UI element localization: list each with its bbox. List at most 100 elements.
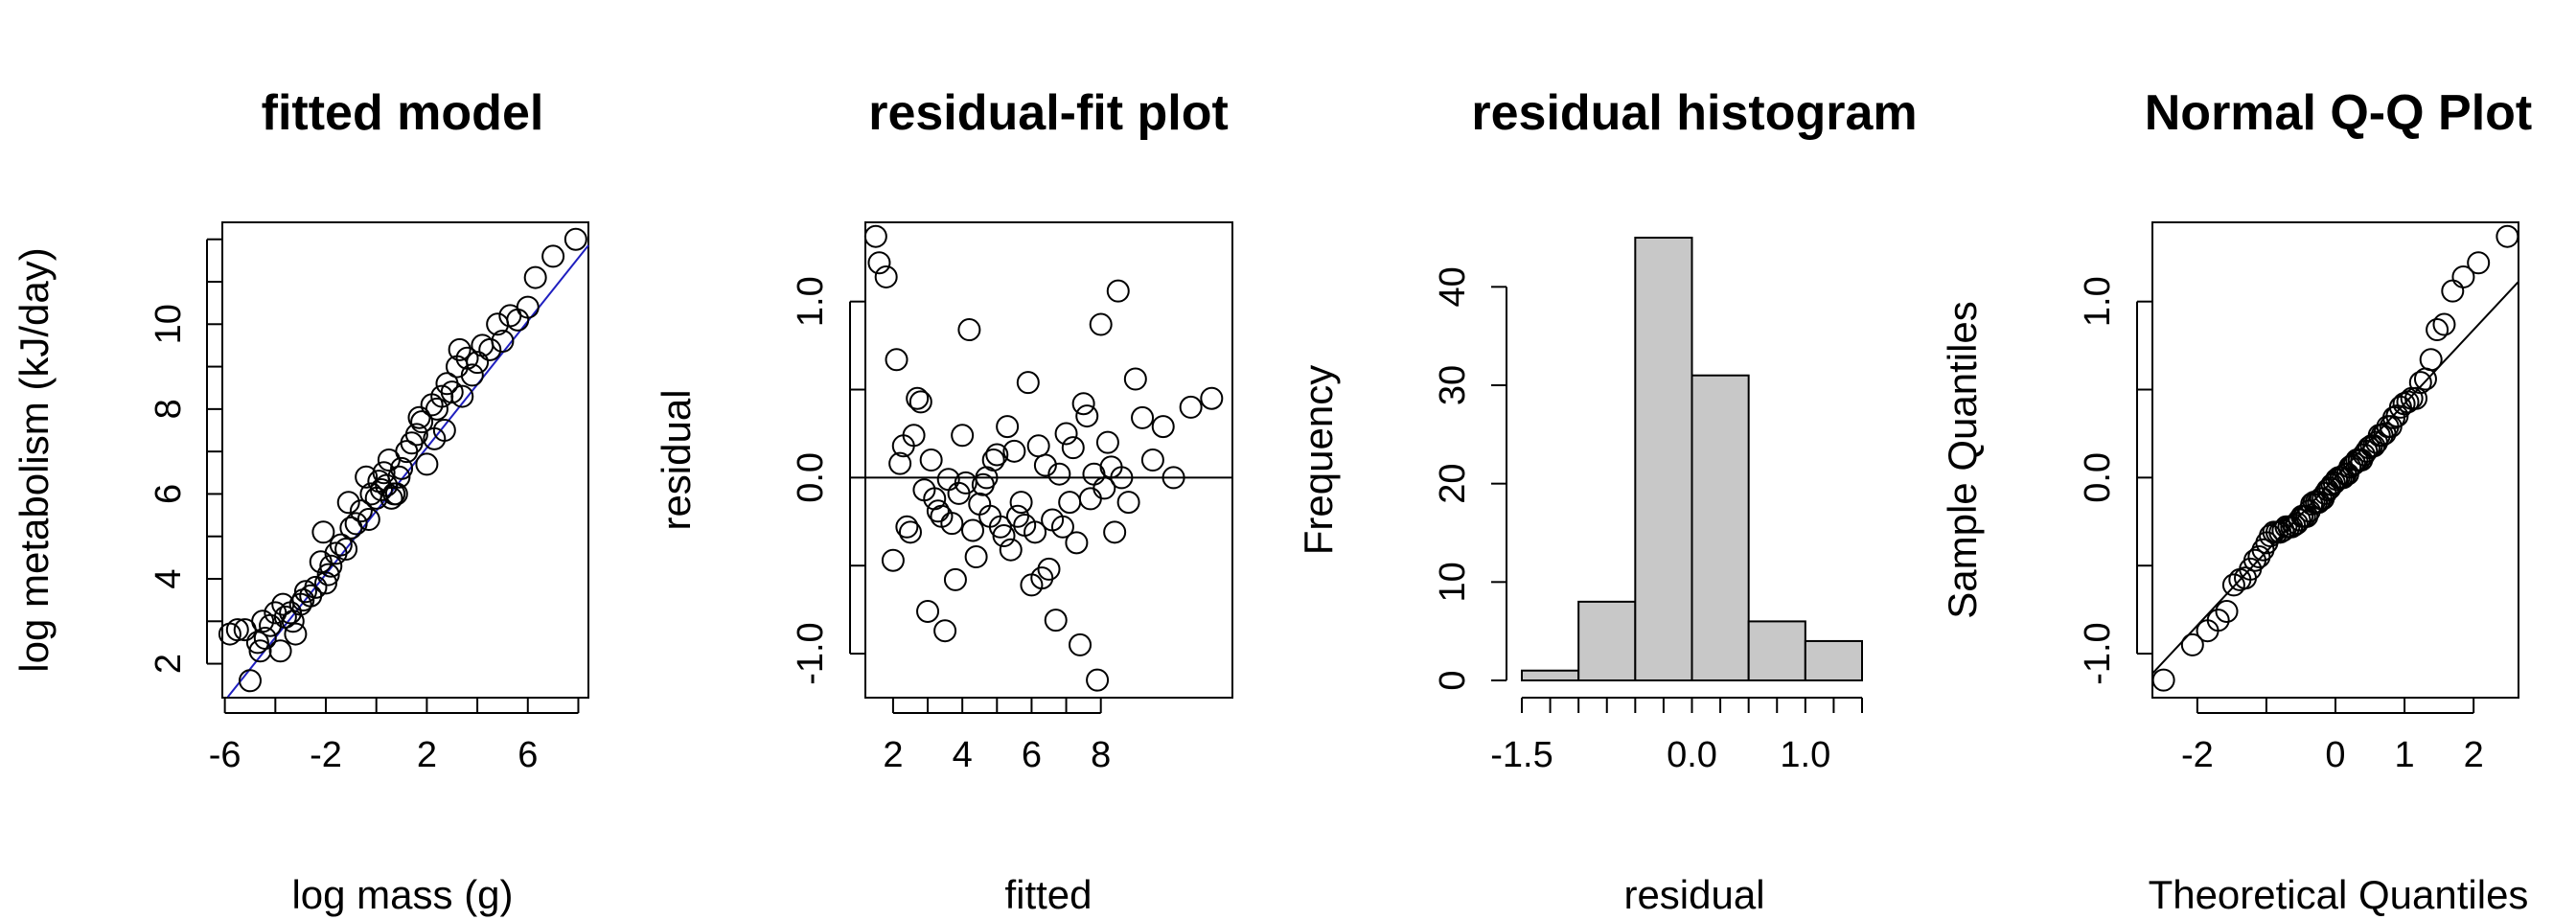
data-point xyxy=(2413,367,2437,391)
data-point xyxy=(455,346,479,370)
y-tick-label: 4 xyxy=(149,568,189,588)
data-point xyxy=(1037,557,1061,581)
histogram-bar xyxy=(1521,669,1580,682)
data-point xyxy=(908,390,932,414)
data-point xyxy=(863,224,887,248)
x-tick-label: 6 xyxy=(518,735,538,775)
histogram-bar xyxy=(1804,639,1864,682)
data-point xyxy=(1103,520,1127,544)
y-axis: -1.0 0.0 1.0 xyxy=(791,276,865,685)
data-point xyxy=(407,405,431,429)
data-point xyxy=(867,251,891,275)
y-tick-label: 20 xyxy=(1433,464,1473,504)
data-point xyxy=(316,563,340,586)
data-point xyxy=(1009,491,1033,515)
data-point xyxy=(440,380,464,404)
data-point xyxy=(961,518,985,542)
x-axis-label: log mass (g) xyxy=(291,872,513,917)
data-point xyxy=(1058,491,1082,515)
y-axis-label: Sample Quantiles xyxy=(1940,301,1985,619)
panel-normal-qq: Normal Q-Q Plot Theoretical Quantiles Sa… xyxy=(1940,85,2532,917)
data-point xyxy=(1044,609,1068,632)
panel-residual-fit: residual-fit plot fitted residual 2 4 6 8 -… xyxy=(654,85,1233,917)
y-tick-label: 0 xyxy=(1433,670,1473,690)
data-point xyxy=(2467,251,2491,275)
data-point xyxy=(2451,264,2475,288)
x-tick-label: -6 xyxy=(209,735,242,775)
scatter-points xyxy=(863,224,1224,692)
data-point xyxy=(1054,422,1078,446)
scatter-points xyxy=(218,227,587,693)
chart-title: residual histogram xyxy=(1471,85,1917,141)
qq-points xyxy=(2151,224,2519,692)
data-point xyxy=(1033,453,1057,477)
data-point xyxy=(541,244,565,268)
y-tick-label: 2 xyxy=(149,654,189,674)
data-point xyxy=(999,538,1023,562)
data-point xyxy=(355,465,379,489)
data-point xyxy=(281,610,305,633)
y-tick-label: -1.0 xyxy=(791,622,831,684)
data-point xyxy=(2180,632,2204,656)
x-tick-label: 4 xyxy=(953,735,973,775)
data-point xyxy=(314,571,338,595)
data-point xyxy=(387,465,411,489)
data-point xyxy=(2151,668,2175,692)
data-point xyxy=(2206,609,2230,632)
data-point xyxy=(874,264,898,288)
data-point xyxy=(933,619,957,643)
y-axis: 0 10 20 30 40 xyxy=(1433,266,1507,691)
data-point xyxy=(919,448,943,472)
data-point xyxy=(349,499,373,523)
data-point xyxy=(329,533,353,557)
data-point xyxy=(268,639,292,663)
x-tick-label: 0 xyxy=(2325,735,2345,775)
y-tick-label: 1.0 xyxy=(2078,276,2118,327)
data-point xyxy=(2419,348,2443,372)
data-point xyxy=(251,610,275,633)
data-point xyxy=(888,451,912,475)
data-point xyxy=(885,348,908,372)
data-point xyxy=(1050,515,1074,539)
data-point xyxy=(1089,312,1113,336)
data-point xyxy=(1078,487,1102,511)
data-point xyxy=(951,424,975,448)
data-point xyxy=(1131,405,1155,429)
data-point xyxy=(1151,415,1175,439)
data-point xyxy=(382,482,406,506)
data-point xyxy=(906,386,930,410)
data-point xyxy=(2408,371,2432,395)
data-point xyxy=(985,443,1009,467)
x-tick-label: 6 xyxy=(1022,735,1042,775)
data-point xyxy=(2441,279,2465,303)
data-point xyxy=(1110,466,1134,490)
x-tick-label: 1.0 xyxy=(1780,735,1830,775)
plot-frame xyxy=(221,221,589,699)
x-tick-label: -2 xyxy=(2181,735,2214,775)
x-axis: 2 4 6 8 xyxy=(883,698,1111,775)
data-point xyxy=(334,538,358,561)
data-point xyxy=(996,415,1020,439)
data-point xyxy=(404,423,428,447)
y-axis-label: log metabolism (kJ/day) xyxy=(12,247,57,672)
data-point xyxy=(304,575,328,599)
data-point xyxy=(926,499,950,523)
x-tick-label: 1 xyxy=(2395,735,2415,775)
data-point xyxy=(902,424,926,448)
data-point xyxy=(943,567,967,591)
data-point xyxy=(992,523,1016,547)
y-tick-label: 8 xyxy=(149,399,189,419)
data-point xyxy=(1075,404,1099,428)
x-tick-label: 2 xyxy=(2464,735,2484,775)
histogram-bar xyxy=(1577,600,1637,681)
y-tick-label: 10 xyxy=(1433,562,1473,602)
data-point xyxy=(311,520,335,544)
data-point xyxy=(916,599,940,623)
data-point xyxy=(1024,520,1047,544)
data-point xyxy=(1002,439,1026,463)
data-point xyxy=(940,512,964,536)
histogram-bar xyxy=(1747,620,1806,682)
data-point xyxy=(466,351,490,375)
x-axis-label: residual xyxy=(1623,872,1764,917)
data-point xyxy=(957,318,981,342)
